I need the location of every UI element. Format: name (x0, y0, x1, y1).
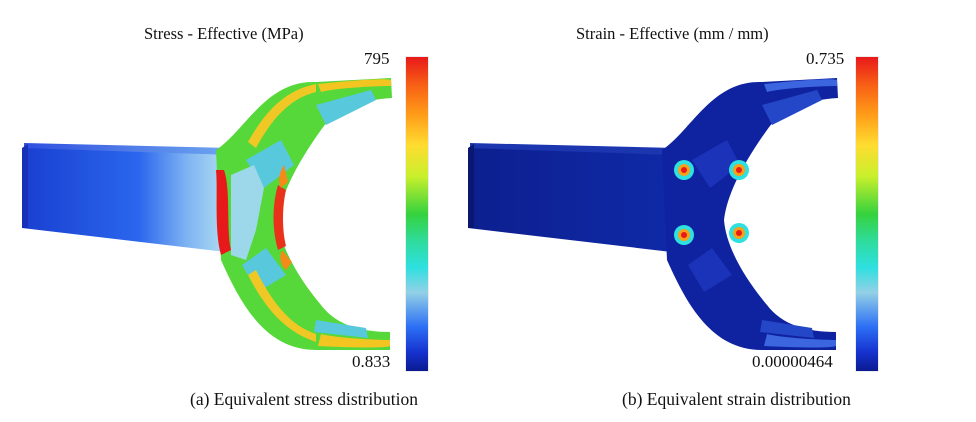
stress-min-value: 0.833 (352, 352, 391, 371)
stress-contour-plot (22, 78, 392, 350)
stress-colorbar (406, 57, 428, 371)
strain-caption: (b) Equivalent strain distribution (622, 389, 851, 409)
strain-title: Strain - Effective (mm / mm) (576, 24, 769, 43)
stress-caption: (a) Equivalent stress distribution (190, 389, 418, 409)
strain-colorbar (856, 57, 878, 371)
strain-min-value: 0.00000464 (752, 352, 833, 371)
stress-max-value: 795 (364, 49, 390, 68)
strain-max-value: 0.735 (806, 49, 845, 68)
strain-contour-plot (468, 78, 838, 350)
stress-panel: Stress - Effective (MPa) (22, 24, 428, 409)
stress-title: Stress - Effective (MPa) (144, 24, 304, 43)
strain-panel: Strain - Effective (mm / mm) (468, 0, 976, 422)
